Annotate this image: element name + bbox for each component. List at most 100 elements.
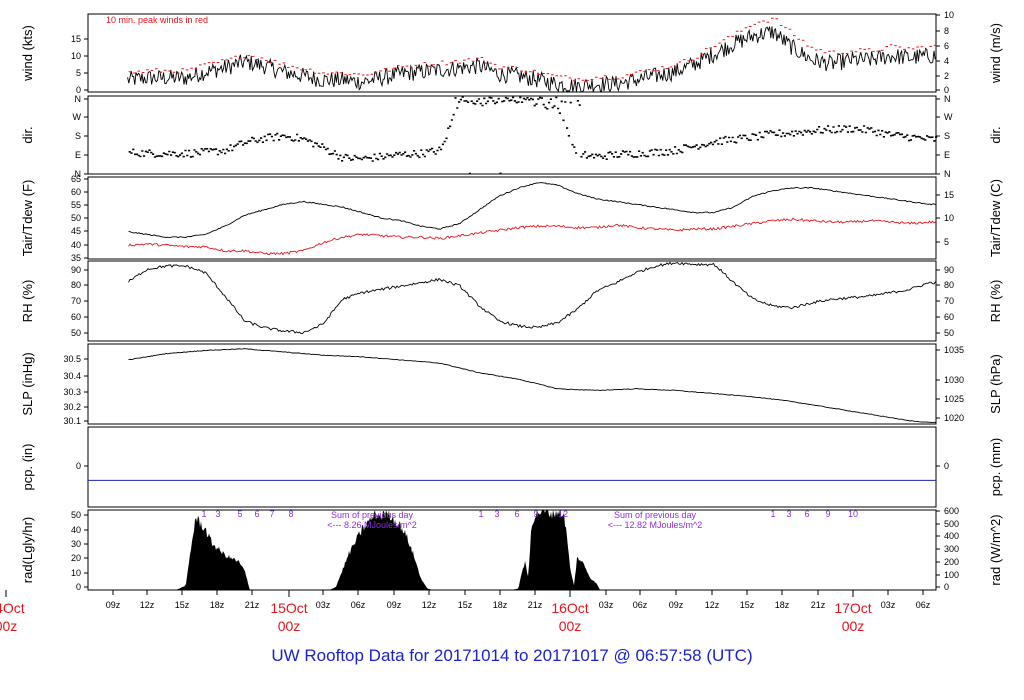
day-label-hour: 00z xyxy=(842,618,865,634)
ytick-label-dir.: W xyxy=(73,112,82,122)
rad-hour-label: 9 xyxy=(825,509,830,519)
ytick-label-wind: 10 xyxy=(71,51,81,61)
rad-hour-label: 6 xyxy=(254,509,259,519)
xtick-label: 06z xyxy=(916,600,931,610)
ytick-label-slp: 30.4 xyxy=(63,371,81,381)
rad-hour-label: 1 xyxy=(770,509,775,519)
ytick-right-label-rad: 400 xyxy=(944,531,959,541)
ylabel-rh: RH (%) xyxy=(20,280,35,323)
panel-frame-wind xyxy=(87,13,937,93)
xtick-label: 12z xyxy=(140,600,155,610)
xtick-label: 03z xyxy=(881,600,896,610)
ytick-right-label-slp: 1030 xyxy=(944,375,964,385)
xtick-label: 15z xyxy=(175,600,190,610)
wind-series-line xyxy=(127,26,936,93)
ytick-label-tair_tdew: 65 xyxy=(71,174,81,184)
rad-hour-label: 10 xyxy=(848,509,858,519)
ylabel-right-wind: wind (m/s) xyxy=(988,23,1003,84)
ytick-label-slp: 30.3 xyxy=(63,387,81,397)
ytick-label-dir.: N xyxy=(75,94,82,104)
ytick-label-tair_tdew: 40 xyxy=(71,240,81,250)
ylabel-right-pcp: pcp. (mm) xyxy=(988,438,1003,497)
day-label-hour: 00z xyxy=(278,618,301,634)
ytick-label-slp: 30.1 xyxy=(63,416,81,426)
ytick-right-label-rh: 60 xyxy=(944,312,954,322)
ytick-label-wind: 0 xyxy=(76,85,81,95)
slp-series-line xyxy=(128,348,936,424)
ylabel-dir.: dir. xyxy=(20,126,35,143)
ylabel-right-slp: SLP (hPa) xyxy=(988,354,1003,414)
rad-hour-label: 3 xyxy=(786,509,791,519)
rad-hour-label: 7 xyxy=(269,509,274,519)
ytick-label-rh: 60 xyxy=(71,312,81,322)
ytick-right-label-tair_tdew: 5 xyxy=(944,237,949,247)
rad-hour-label: 1 xyxy=(478,509,483,519)
rad-hour-label: 6 xyxy=(804,509,809,519)
xtick-label: 06z xyxy=(351,600,366,610)
rad-hour-label: 3 xyxy=(494,509,499,519)
ytick-label-rad: 10 xyxy=(71,568,81,578)
ylabel-pcp: pcp. (in) xyxy=(20,444,35,491)
rad-hour-label: 5 xyxy=(237,509,242,519)
ytick-right-label-wind: 2 xyxy=(944,71,949,81)
ytick-right-label-dir.: W xyxy=(944,112,953,122)
ylabel-right-rad: rad (W/m^2) xyxy=(988,514,1003,585)
ytick-right-label-wind: 0 xyxy=(944,85,949,95)
ytick-right-label-rad: 300 xyxy=(944,544,959,554)
panel-frame-dir. xyxy=(87,95,937,175)
wind-peak-marks xyxy=(128,17,937,82)
ytick-label-dir.: E xyxy=(75,150,81,160)
ytick-label-slp: 30.2 xyxy=(63,402,81,412)
xtick-label: 03z xyxy=(599,600,614,610)
xtick-label: 09z xyxy=(106,600,121,610)
xtick-label: 18z xyxy=(493,600,508,610)
rad-hour-label: 8 xyxy=(288,509,293,519)
ytick-right-label-rh: 80 xyxy=(944,280,954,290)
xtick-label: 03z xyxy=(316,600,331,610)
xtick-label: 09z xyxy=(669,600,684,610)
ytick-right-label-dir.: E xyxy=(944,150,950,160)
rad-sum-title: Sum of previous day xyxy=(614,510,697,520)
ytick-label-rad: 50 xyxy=(71,510,81,520)
ytick-right-label-slp: 1020 xyxy=(944,413,964,423)
ytick-right-label-wind: 8 xyxy=(944,26,949,36)
day-label-date: 14Oct xyxy=(0,600,25,616)
ylabel-right-tair_tdew: Tair/Tdew (C) xyxy=(988,179,1003,257)
ytick-right-label-dir.: N xyxy=(944,94,951,104)
panel-frame-slp xyxy=(87,343,937,425)
rad-sum-title: Sum of previous day xyxy=(331,510,414,520)
ytick-right-label-tair_tdew: 15 xyxy=(944,190,954,200)
rad-hour-label: 3 xyxy=(215,509,220,519)
ytick-right-label-pcp: 0 xyxy=(944,461,949,471)
chart-title: UW Rooftop Data for 20171014 to 20171017… xyxy=(271,646,753,665)
ytick-right-label-dir.: N xyxy=(944,169,951,179)
ytick-right-label-tair_tdew: 10 xyxy=(944,213,954,223)
xtick-label: 15z xyxy=(458,600,473,610)
ylabel-tair_tdew: Tair/Tdew (F) xyxy=(20,180,35,257)
ytick-right-label-rad: 100 xyxy=(944,570,959,580)
ylabel-right-dir.: dir. xyxy=(988,126,1003,143)
xtick-label: 06z xyxy=(633,600,648,610)
ytick-label-rh: 70 xyxy=(71,296,81,306)
rad-area xyxy=(88,510,936,590)
rad-hour-label: 1 xyxy=(201,509,206,519)
ytick-label-tair_tdew: 50 xyxy=(71,213,81,223)
ytick-label-dir.: S xyxy=(75,131,81,141)
ytick-right-label-rad: 200 xyxy=(944,557,959,567)
ytick-label-pcp: 0 xyxy=(76,461,81,471)
day-label-date: 16Oct xyxy=(551,600,588,616)
ytick-label-rh: 90 xyxy=(71,265,81,275)
ytick-right-label-dir.: S xyxy=(944,131,950,141)
xtick-label: 12z xyxy=(422,600,437,610)
xtick-label: 21z xyxy=(245,600,260,610)
ytick-right-label-slp: 1025 xyxy=(944,394,964,404)
xtick-label: 21z xyxy=(528,600,543,610)
rh-series-line xyxy=(128,261,936,335)
ytick-label-rad: 0 xyxy=(76,582,81,592)
ytick-label-rh: 80 xyxy=(71,280,81,290)
direction-marks xyxy=(128,96,938,175)
ylabel-slp: SLP (inHg) xyxy=(20,352,35,415)
ylabel-right-rh: RH (%) xyxy=(988,280,1003,323)
panel-frame-pcp xyxy=(87,426,937,508)
